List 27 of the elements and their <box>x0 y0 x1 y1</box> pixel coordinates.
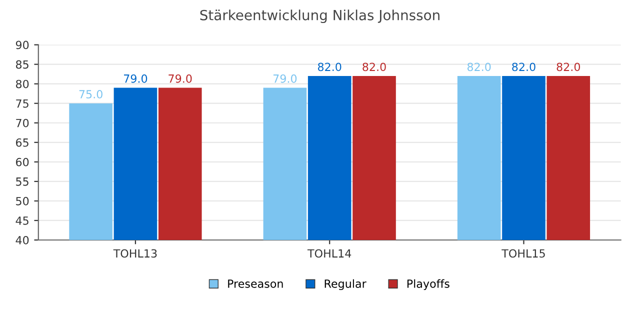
data-label: 82.0 <box>467 62 491 72</box>
y-tick-label: 65 <box>16 138 28 147</box>
y-tick-label: 40 <box>16 236 29 244</box>
data-label: 82.0 <box>556 62 580 72</box>
x-tick-label: TOHL14 <box>307 249 352 258</box>
y-tick-label: 80 <box>16 80 29 88</box>
y-tick-label: 55 <box>16 178 28 186</box>
data-label: 79.0 <box>124 74 148 83</box>
y-tick-label: 50 <box>16 196 29 206</box>
data-label: 82.0 <box>318 62 342 72</box>
legend-label: Playoffs <box>407 279 450 290</box>
y-tick-label: 90 <box>16 40 29 50</box>
y-tick-label: 45 <box>16 216 28 225</box>
data-label: 79.0 <box>273 74 297 83</box>
y-tick-label: 85 <box>16 60 28 69</box>
y-tick-label: 70 <box>16 118 29 128</box>
legend-label: Regular <box>324 279 366 290</box>
data-label: 75.0 <box>79 90 102 98</box>
legend-label: Preseason <box>228 280 283 288</box>
data-label: 82.0 <box>512 62 536 72</box>
data-label: 79.0 <box>168 74 192 83</box>
chart-title: Stärkeentwicklung Niklas Johnsson <box>200 10 440 24</box>
data-label: 82.0 <box>362 62 386 72</box>
x-tick-label: TOHL13 <box>113 249 157 258</box>
x-tick-label: TOHL15 <box>502 249 545 258</box>
y-tick-label: 60 <box>16 158 29 166</box>
y-tick-label: 75 <box>16 99 28 108</box>
